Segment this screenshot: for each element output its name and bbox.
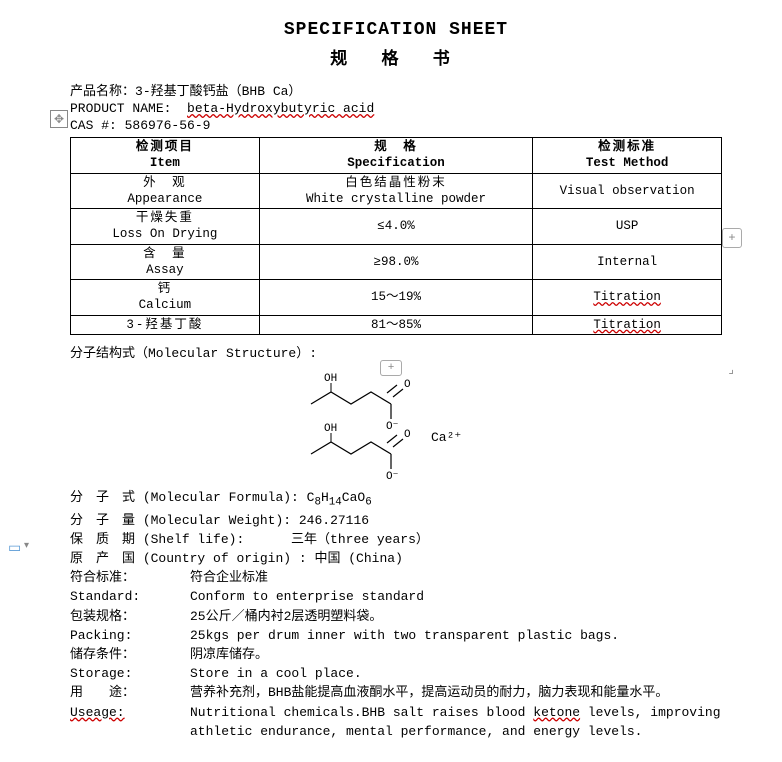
th-method-en: Test Method bbox=[535, 155, 719, 171]
info-line: 分 子 式 (Molecular Formula): C8H14CaO6 bbox=[70, 489, 722, 511]
pair-en: Storage:Store in a cool place. bbox=[70, 665, 722, 683]
product-cn-value: 3-羟基丁酸钙盐（BHB Ca） bbox=[135, 84, 301, 99]
product-en-label: PRODUCT NAME: bbox=[70, 101, 171, 116]
move-cursor-icon: ✥ bbox=[50, 110, 68, 128]
side-arrow-icon: ▾ bbox=[24, 540, 29, 552]
chem-ominus-2: O⁻ bbox=[386, 471, 399, 479]
pair-en: Standard:Conform to enterprise standard bbox=[70, 588, 722, 606]
product-cn-label: 产品名称： bbox=[70, 84, 135, 99]
product-en-value: beta-Hydroxybutyric acid bbox=[187, 101, 374, 116]
title-chinese: 规 格 书 bbox=[70, 44, 722, 70]
th-item-en: Item bbox=[73, 155, 257, 171]
th-spec-cn: 规 格 bbox=[262, 139, 530, 155]
chem-o-1: O bbox=[404, 379, 411, 391]
plus-handle-bottom-icon: + bbox=[380, 360, 402, 376]
pair-cn: 储存条件：阴凉库储存。 bbox=[70, 646, 722, 664]
table-row: 干燥失重Loss On Drying≤4.0%USP bbox=[71, 209, 722, 245]
plus-handle-icon: + bbox=[722, 228, 742, 248]
pair-en-cont: athletic endurance, mental performance, … bbox=[70, 723, 722, 741]
cas-label: CAS #: bbox=[70, 118, 117, 133]
resize-corner-icon: ⌟ bbox=[728, 362, 734, 377]
table-row: 3-羟基丁酸81～85%Titration bbox=[71, 315, 722, 334]
title-english: SPECIFICATION SHEET bbox=[70, 20, 722, 40]
table-row: 含 量Assay≥98.0%Internal bbox=[71, 244, 722, 280]
info-line: 原 产 国 (Country of origin) : 中国 (China) bbox=[70, 550, 722, 568]
chem-ca: Ca²⁺ bbox=[431, 430, 461, 445]
info-line: 分 子 量 (Molecular Weight): 246.27116 bbox=[70, 512, 722, 530]
product-name-cn: 产品名称：3-羟基丁酸钙盐（BHB Ca） bbox=[70, 80, 722, 99]
th-item-cn: 检测项目 bbox=[73, 139, 257, 155]
cas-value: 586976-56-9 bbox=[125, 118, 211, 133]
chem-o-2: O bbox=[404, 429, 411, 441]
pair-cn: 符合标准：符合企业标准 bbox=[70, 569, 722, 587]
table-row: 外 观Appearance白色结晶性粉末White crystalline po… bbox=[71, 173, 722, 209]
table-header-row: 检测项目 Item 规 格 Specification 检测标准 Test Me… bbox=[71, 138, 722, 174]
pair-cn: 用 途：营养补充剂，BHB盐能提高血液酮水平，提高运动员的耐力，脑力表现和能量水… bbox=[70, 684, 722, 702]
th-spec-en: Specification bbox=[262, 155, 530, 171]
table-row: 钙Calcium15～19%Titration bbox=[71, 280, 722, 316]
cas-line: CAS #: 586976-56-9 bbox=[70, 118, 722, 133]
molecular-structure-diagram: OH O O⁻ OH O O⁻ Ca²⁺ bbox=[296, 369, 496, 479]
side-tag-icon: ▭ bbox=[8, 540, 21, 557]
pair-en: Useage:Nutritional chemicals.BHB salt ra… bbox=[70, 704, 722, 722]
spec-table: 检测项目 Item 规 格 Specification 检测标准 Test Me… bbox=[70, 137, 722, 335]
chem-ominus-1: O⁻ bbox=[386, 421, 399, 433]
th-method-cn: 检测标准 bbox=[535, 139, 719, 155]
pair-en: Packing:25kgs per drum inner with two tr… bbox=[70, 627, 722, 645]
product-name-en: PRODUCT NAME: beta-Hydroxybutyric acid bbox=[70, 101, 722, 116]
info-line: 保 质 期 (Shelf life): 三年（three years） bbox=[70, 531, 722, 549]
pair-cn: 包装规格：25公斤／桶内衬2层透明塑料袋。 bbox=[70, 608, 722, 626]
